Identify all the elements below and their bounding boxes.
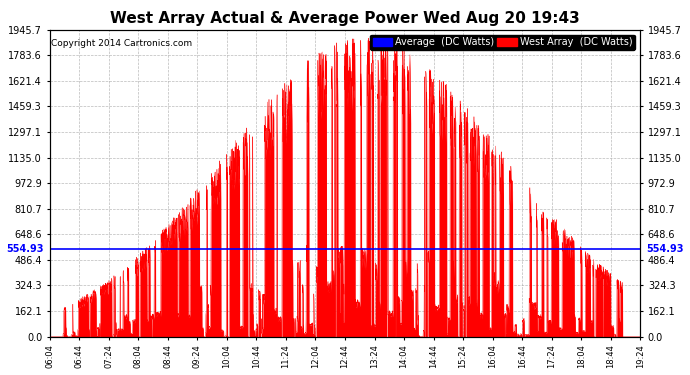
Text: 554.93: 554.93	[6, 244, 44, 254]
Text: Copyright 2014 Cartronics.com: Copyright 2014 Cartronics.com	[51, 39, 192, 48]
Text: West Array Actual & Average Power Wed Aug 20 19:43: West Array Actual & Average Power Wed Au…	[110, 11, 580, 26]
Legend: Average  (DC Watts), West Array  (DC Watts): Average (DC Watts), West Array (DC Watts…	[370, 34, 635, 50]
Text: 554.93: 554.93	[646, 244, 684, 254]
